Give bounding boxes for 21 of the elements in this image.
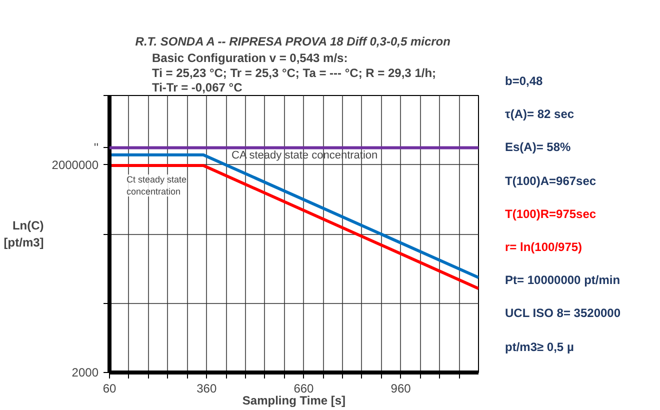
text: T(100)A=967sec xyxy=(505,174,596,188)
text: τ(A)= 82 sec xyxy=(505,107,574,121)
text: UCL ISO 8= 3520000 xyxy=(505,306,621,320)
chart-subtitle: Basic Configuration v = 0,543 m/s: Ti = 25,23 °C; Tr = 25,3 °C; Ta = --- °C; R = 29,3 1/h; Ti-Tr = -0,067 °C xyxy=(152,51,436,94)
y-axis-title: Ln(C) [pt/m3] xyxy=(4,218,44,250)
text: T(100)R=975sec xyxy=(505,207,596,221)
x-tick-label: 360 xyxy=(196,382,217,396)
text: r= ln(100/975) xyxy=(505,240,582,254)
x-tick-label: 660 xyxy=(294,382,314,396)
x-axis-title: Sampling Time [s] xyxy=(242,394,346,408)
x-tick-label: 60 xyxy=(102,382,116,396)
y-tick-label: 2000 xyxy=(72,366,99,380)
text: Es(A)= 58% xyxy=(505,140,571,154)
y-tick-label: '' xyxy=(94,140,99,155)
chart-title: R.T. SONDA A -- RIPRESA PROVA 18 Diff 0,3-0,5 micron xyxy=(135,34,450,48)
text: pt/m3≥ 0,5 µ xyxy=(505,340,574,354)
y-tick-label: 2000000 xyxy=(52,158,99,172)
x-tick-label: 960 xyxy=(390,382,412,396)
annotation: Ct steady state concentration xyxy=(126,174,187,196)
text: Pt= 10000000 pt/min xyxy=(505,273,620,287)
text: b=0,48 xyxy=(505,74,543,88)
